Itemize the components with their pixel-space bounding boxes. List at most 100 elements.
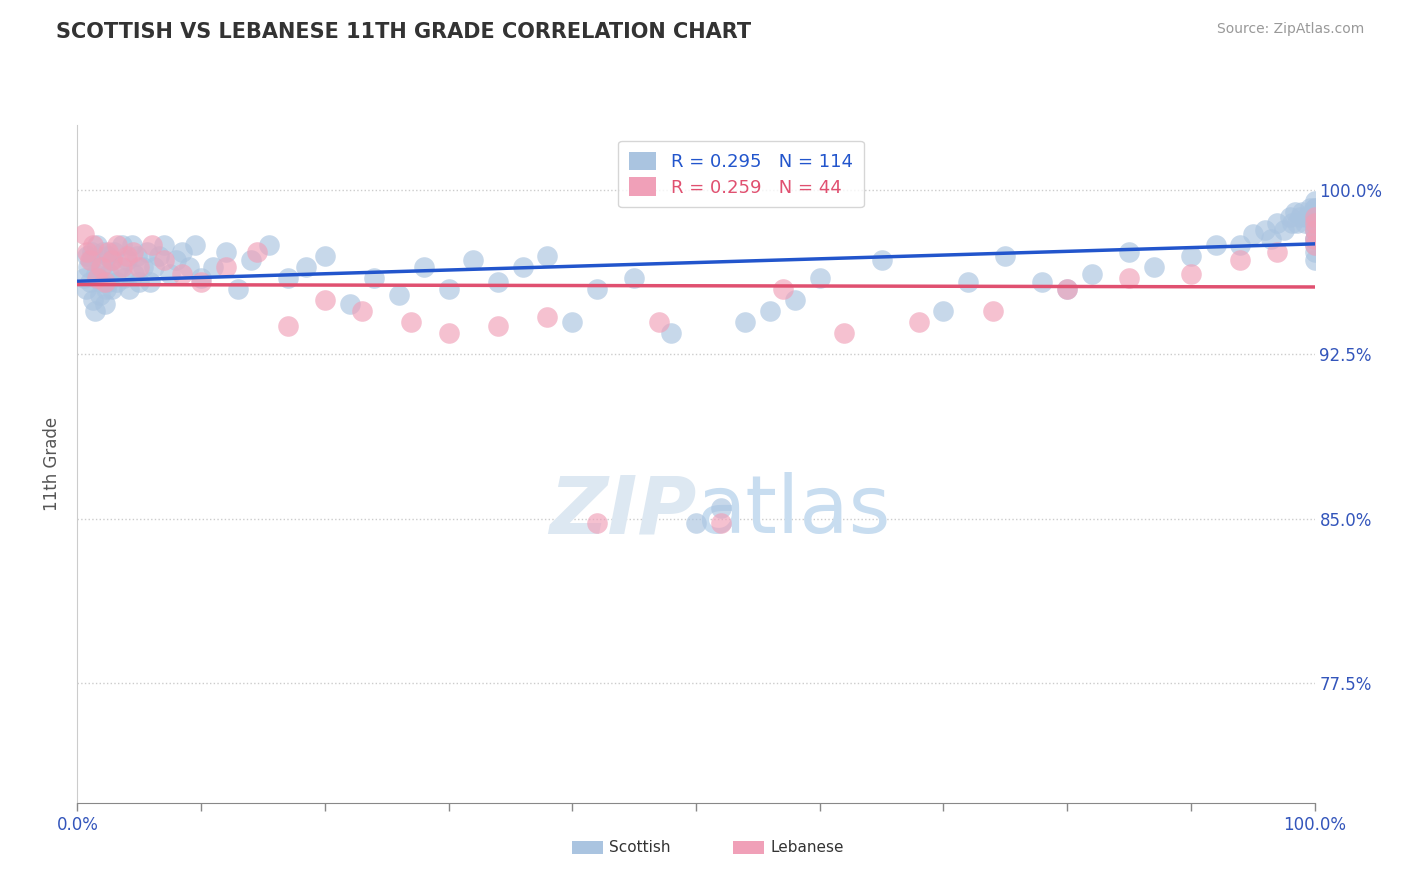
Point xyxy=(82,293,104,307)
Point xyxy=(586,282,609,296)
Point xyxy=(1288,210,1310,224)
Point xyxy=(1303,210,1326,224)
Point xyxy=(339,297,361,311)
Point xyxy=(105,276,128,290)
Point xyxy=(97,276,120,290)
Point xyxy=(1303,238,1326,252)
Text: atlas: atlas xyxy=(696,472,890,550)
Point xyxy=(1260,231,1282,245)
Point xyxy=(79,276,101,290)
Point xyxy=(1118,271,1140,285)
Point xyxy=(710,500,733,515)
Point xyxy=(111,238,134,252)
Point xyxy=(363,271,385,285)
Point xyxy=(72,227,94,242)
Point xyxy=(1301,205,1323,219)
Point xyxy=(87,271,110,285)
Text: Scottish: Scottish xyxy=(609,840,671,855)
Point xyxy=(1118,244,1140,259)
Point xyxy=(1303,223,1326,237)
Point xyxy=(1180,249,1202,263)
Point xyxy=(401,315,423,329)
Point xyxy=(314,249,336,263)
Point xyxy=(1303,223,1326,237)
Point xyxy=(1303,231,1326,245)
Point xyxy=(734,315,756,329)
Point xyxy=(437,282,460,296)
Point xyxy=(93,297,115,311)
Point xyxy=(586,516,609,530)
Point xyxy=(93,276,115,290)
Point xyxy=(80,253,103,268)
Point xyxy=(159,267,181,281)
Point xyxy=(561,315,583,329)
Point xyxy=(215,244,238,259)
Point xyxy=(1081,267,1104,281)
Point xyxy=(1303,223,1326,237)
Point xyxy=(122,267,145,281)
Point xyxy=(486,276,509,290)
Point xyxy=(141,238,163,252)
Point xyxy=(1143,260,1166,274)
Point xyxy=(834,326,856,340)
Point xyxy=(226,282,249,296)
Point xyxy=(100,253,122,268)
Point xyxy=(907,315,929,329)
Point xyxy=(1286,216,1309,230)
Point xyxy=(98,267,121,281)
Point xyxy=(463,253,485,268)
Point xyxy=(91,260,114,274)
Point xyxy=(97,244,120,259)
Point xyxy=(710,516,733,530)
Point xyxy=(132,260,155,274)
Point xyxy=(1254,223,1277,237)
Point xyxy=(1284,205,1306,219)
Point xyxy=(257,238,280,252)
Y-axis label: 11th Grade: 11th Grade xyxy=(44,417,62,511)
Point xyxy=(118,282,141,296)
Point xyxy=(1303,231,1326,245)
Point xyxy=(96,249,118,263)
Point xyxy=(1281,216,1303,230)
Point xyxy=(125,249,148,263)
Point xyxy=(314,293,336,307)
Point xyxy=(1229,253,1251,268)
Point xyxy=(76,249,98,263)
Point xyxy=(870,253,893,268)
Point xyxy=(1267,244,1289,259)
Point xyxy=(932,303,955,318)
Point xyxy=(1303,210,1326,224)
Point xyxy=(89,288,111,302)
Point xyxy=(1303,210,1326,224)
Point xyxy=(685,516,707,530)
Point xyxy=(94,282,117,296)
Point xyxy=(172,267,194,281)
Point xyxy=(83,303,105,318)
Point xyxy=(759,303,782,318)
Point xyxy=(139,276,162,290)
Point xyxy=(121,238,143,252)
Point xyxy=(1267,216,1289,230)
Point xyxy=(79,253,101,268)
Point xyxy=(536,249,558,263)
Point xyxy=(772,282,794,296)
Point xyxy=(108,260,131,274)
Point xyxy=(75,282,97,296)
Point xyxy=(184,238,207,252)
Point xyxy=(536,310,558,325)
Point xyxy=(90,276,112,290)
Point xyxy=(1303,231,1326,245)
Point xyxy=(202,260,225,274)
Point xyxy=(1056,282,1078,296)
Point xyxy=(437,326,460,340)
Point xyxy=(994,249,1017,263)
Point xyxy=(1056,282,1078,296)
Point xyxy=(295,260,318,274)
Text: SCOTTISH VS LEBANESE 11TH GRADE CORRELATION CHART: SCOTTISH VS LEBANESE 11TH GRADE CORRELAT… xyxy=(56,22,751,42)
Point xyxy=(115,253,138,268)
Point xyxy=(1303,216,1326,230)
Point xyxy=(190,271,212,285)
Point xyxy=(90,260,112,274)
Point xyxy=(103,244,125,259)
Point xyxy=(1294,216,1316,230)
